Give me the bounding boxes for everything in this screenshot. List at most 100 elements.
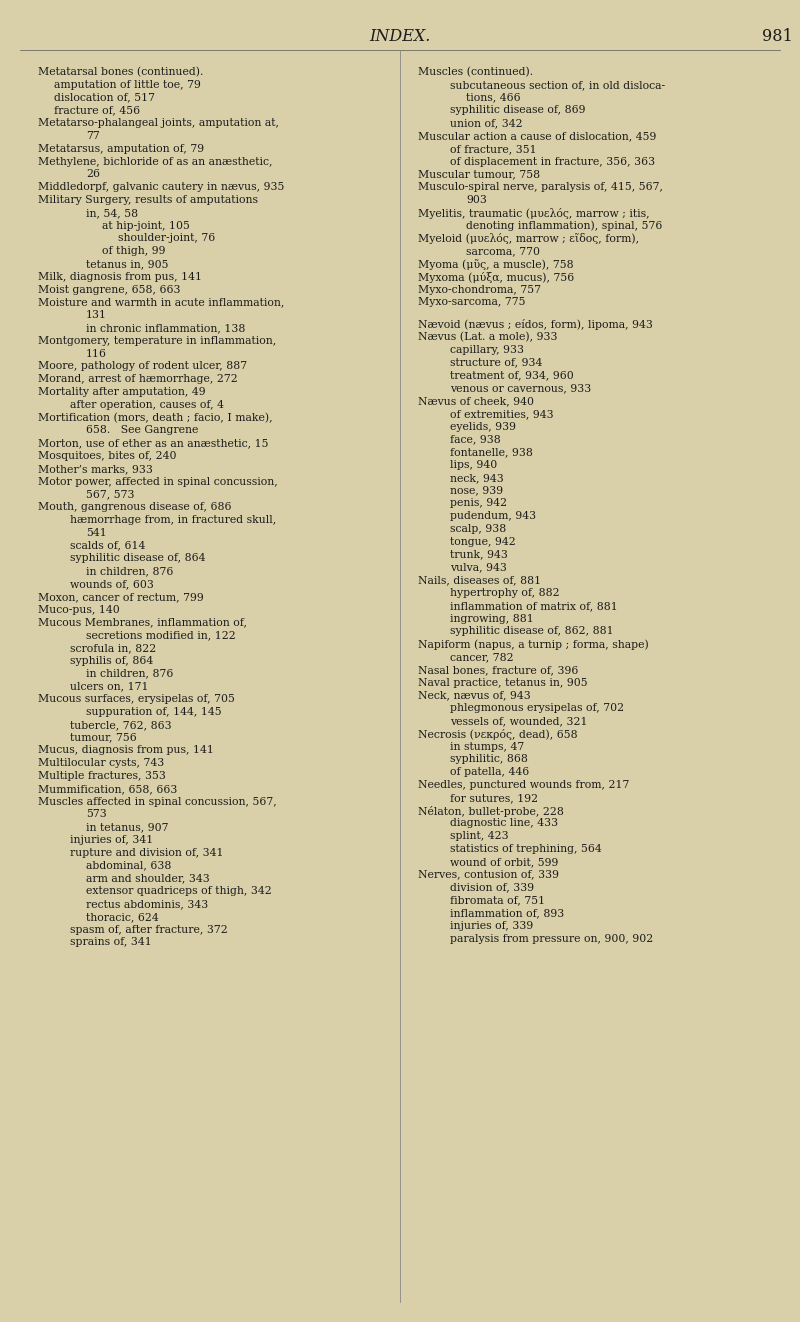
Text: in tetanus, 907: in tetanus, 907 <box>86 822 169 833</box>
Text: face, 938: face, 938 <box>450 435 501 444</box>
Text: 567, 573: 567, 573 <box>86 489 134 500</box>
Text: Naval practice, tetanus in, 905: Naval practice, tetanus in, 905 <box>418 678 588 687</box>
Text: thoracic, 624: thoracic, 624 <box>86 912 158 921</box>
Text: Moore, pathology of rodent ulcer, 887: Moore, pathology of rodent ulcer, 887 <box>38 361 247 371</box>
Text: Metatarso-phalangeal joints, amputation at,: Metatarso-phalangeal joints, amputation … <box>38 118 279 128</box>
Text: cancer, 782: cancer, 782 <box>450 652 514 662</box>
Text: Moisture and warmth in acute inflammation,: Moisture and warmth in acute inflammatio… <box>38 297 284 308</box>
Text: Mummification, 658, 663: Mummification, 658, 663 <box>38 784 178 793</box>
Text: spasm of, after fracture, 372: spasm of, after fracture, 372 <box>70 924 228 935</box>
Text: Mucous Membranes, inflammation of,: Mucous Membranes, inflammation of, <box>38 617 247 628</box>
Text: amputation of little toe, 79: amputation of little toe, 79 <box>54 79 201 90</box>
Text: Nails, diseases of, 881: Nails, diseases of, 881 <box>418 575 541 586</box>
Text: Mother’s marks, 933: Mother’s marks, 933 <box>38 464 153 473</box>
Text: 541: 541 <box>86 527 106 538</box>
Text: tetanus in, 905: tetanus in, 905 <box>86 259 169 268</box>
Text: syphilitic disease of, 864: syphilitic disease of, 864 <box>70 554 206 563</box>
Text: Necrosis (νεκρός, dead), 658: Necrosis (νεκρός, dead), 658 <box>418 728 578 740</box>
Text: injuries of, 341: injuries of, 341 <box>70 836 154 845</box>
Text: tubercle, 762, 863: tubercle, 762, 863 <box>70 719 172 730</box>
Text: syphilitic, 868: syphilitic, 868 <box>450 755 528 764</box>
Text: dislocation of, 517: dislocation of, 517 <box>54 93 155 103</box>
Text: suppuration of, 144, 145: suppuration of, 144, 145 <box>86 707 222 717</box>
Text: union of, 342: union of, 342 <box>450 118 522 128</box>
Text: Nævus of cheek, 940: Nævus of cheek, 940 <box>418 397 534 406</box>
Text: Musculo-spiral nerve, paralysis of, 415, 567,: Musculo-spiral nerve, paralysis of, 415,… <box>418 182 663 192</box>
Text: sarcoma, 770: sarcoma, 770 <box>466 246 540 256</box>
Text: after operation, causes of, 4: after operation, causes of, 4 <box>70 399 224 410</box>
Text: Motor power, affected in spinal concussion,: Motor power, affected in spinal concussi… <box>38 477 278 486</box>
Text: nose, 939: nose, 939 <box>450 485 503 496</box>
Text: secretions modified in, 122: secretions modified in, 122 <box>86 631 236 640</box>
Text: Montgomery, temperature in inflammation,: Montgomery, temperature in inflammation, <box>38 336 276 346</box>
Text: Morton, use of ether as an anæsthetic, 15: Morton, use of ether as an anæsthetic, 1… <box>38 438 269 448</box>
Text: Muscular tumour, 758: Muscular tumour, 758 <box>418 169 540 180</box>
Text: hæmorrhage from, in fractured skull,: hæmorrhage from, in fractured skull, <box>70 516 276 525</box>
Text: diagnostic line, 433: diagnostic line, 433 <box>450 818 558 829</box>
Text: at hip-joint, 105: at hip-joint, 105 <box>102 221 190 230</box>
Text: syphilis of, 864: syphilis of, 864 <box>70 656 154 666</box>
Text: Mortality after amputation, 49: Mortality after amputation, 49 <box>38 387 206 397</box>
Text: Mucous surfaces, erysipelas of, 705: Mucous surfaces, erysipelas of, 705 <box>38 694 235 705</box>
Text: Moist gangrene, 658, 663: Moist gangrene, 658, 663 <box>38 284 181 295</box>
Text: Myeloid (μυελός, marrow ; εῖδος, form),: Myeloid (μυελός, marrow ; εῖδος, form), <box>418 234 639 245</box>
Text: neck, 943: neck, 943 <box>450 473 504 483</box>
Text: pudendum, 943: pudendum, 943 <box>450 512 536 521</box>
Text: fracture of, 456: fracture of, 456 <box>54 106 140 115</box>
Text: of displacement in fracture, 356, 363: of displacement in fracture, 356, 363 <box>450 156 655 167</box>
Text: capillary, 933: capillary, 933 <box>450 345 524 354</box>
Text: Methylene, bichloride of as an anæsthetic,: Methylene, bichloride of as an anæstheti… <box>38 156 273 167</box>
Text: tongue, 942: tongue, 942 <box>450 537 516 547</box>
Text: in children, 876: in children, 876 <box>86 566 174 576</box>
Text: Metatarsus, amputation of, 79: Metatarsus, amputation of, 79 <box>38 144 204 153</box>
Text: paralysis from pressure on, 900, 902: paralysis from pressure on, 900, 902 <box>450 933 654 944</box>
Text: Moxon, cancer of rectum, 799: Moxon, cancer of rectum, 799 <box>38 592 204 602</box>
Text: denoting inflammation), spinal, 576: denoting inflammation), spinal, 576 <box>466 221 662 231</box>
Text: tumour, 756: tumour, 756 <box>70 732 137 743</box>
Text: tions, 466: tions, 466 <box>466 93 521 103</box>
Text: Myxo-sarcoma, 775: Myxo-sarcoma, 775 <box>418 297 526 308</box>
Text: Multilocular cysts, 743: Multilocular cysts, 743 <box>38 759 164 768</box>
Text: Nævoid (nævus ; eídos, form), lipoma, 943: Nævoid (nævus ; eídos, form), lipoma, 94… <box>418 319 653 330</box>
Text: in children, 876: in children, 876 <box>86 669 174 678</box>
Text: penis, 942: penis, 942 <box>450 498 507 509</box>
Text: inflammation of matrix of, 881: inflammation of matrix of, 881 <box>450 600 618 611</box>
Text: venous or cavernous, 933: venous or cavernous, 933 <box>450 383 591 393</box>
Text: division of, 339: division of, 339 <box>450 882 534 892</box>
Text: Napiform (napus, a turnip ; forma, shape): Napiform (napus, a turnip ; forma, shape… <box>418 639 649 649</box>
Text: extensor quadriceps of thigh, 342: extensor quadriceps of thigh, 342 <box>86 886 272 896</box>
Text: Military Surgery, results of amputations: Military Surgery, results of amputations <box>38 196 258 205</box>
Text: structure of, 934: structure of, 934 <box>450 357 542 368</box>
Text: Myxo-chondroma, 757: Myxo-chondroma, 757 <box>418 284 541 295</box>
Text: Morand, arrest of hæmorrhage, 272: Morand, arrest of hæmorrhage, 272 <box>38 374 238 385</box>
Text: wound of orbit, 599: wound of orbit, 599 <box>450 857 558 867</box>
Text: Muscles (continued).: Muscles (continued). <box>418 67 533 77</box>
Text: Metatarsal bones (continued).: Metatarsal bones (continued). <box>38 67 203 77</box>
Text: INDEX.: INDEX. <box>370 28 430 45</box>
Text: fontanelle, 938: fontanelle, 938 <box>450 447 533 457</box>
Text: lips, 940: lips, 940 <box>450 460 498 469</box>
Text: Myxoma (μύξα, mucus), 756: Myxoma (μύξα, mucus), 756 <box>418 272 574 283</box>
Text: Neck, nævus of, 943: Neck, nævus of, 943 <box>418 690 530 701</box>
Text: scalp, 938: scalp, 938 <box>450 524 506 534</box>
Text: of patella, 446: of patella, 446 <box>450 767 530 777</box>
Text: Nasal bones, fracture of, 396: Nasal bones, fracture of, 396 <box>418 665 578 674</box>
Text: splint, 423: splint, 423 <box>450 832 509 841</box>
Text: 658.   See Gangrene: 658. See Gangrene <box>86 426 198 435</box>
Text: Mosquitoes, bites of, 240: Mosquitoes, bites of, 240 <box>38 451 177 461</box>
Text: vulva, 943: vulva, 943 <box>450 562 507 572</box>
Text: Mouth, gangrenous disease of, 686: Mouth, gangrenous disease of, 686 <box>38 502 231 512</box>
Text: hypertrophy of, 882: hypertrophy of, 882 <box>450 588 560 598</box>
Text: 573: 573 <box>86 809 106 820</box>
Text: shoulder-joint, 76: shoulder-joint, 76 <box>118 234 215 243</box>
Text: syphilitic disease of, 869: syphilitic disease of, 869 <box>450 106 586 115</box>
Text: statistics of trephining, 564: statistics of trephining, 564 <box>450 843 602 854</box>
Text: in stumps, 47: in stumps, 47 <box>450 742 524 752</box>
Text: rectus abdominis, 343: rectus abdominis, 343 <box>86 899 208 910</box>
Text: Middledorpf, galvanic cautery in nævus, 935: Middledorpf, galvanic cautery in nævus, … <box>38 182 284 192</box>
Text: in chronic inflammation, 138: in chronic inflammation, 138 <box>86 323 246 333</box>
Text: rupture and division of, 341: rupture and division of, 341 <box>70 847 223 858</box>
Text: Nævus (Lat. a mole), 933: Nævus (Lat. a mole), 933 <box>418 332 558 342</box>
Text: of fracture, 351: of fracture, 351 <box>450 144 537 153</box>
Text: arm and shoulder, 343: arm and shoulder, 343 <box>86 874 210 883</box>
